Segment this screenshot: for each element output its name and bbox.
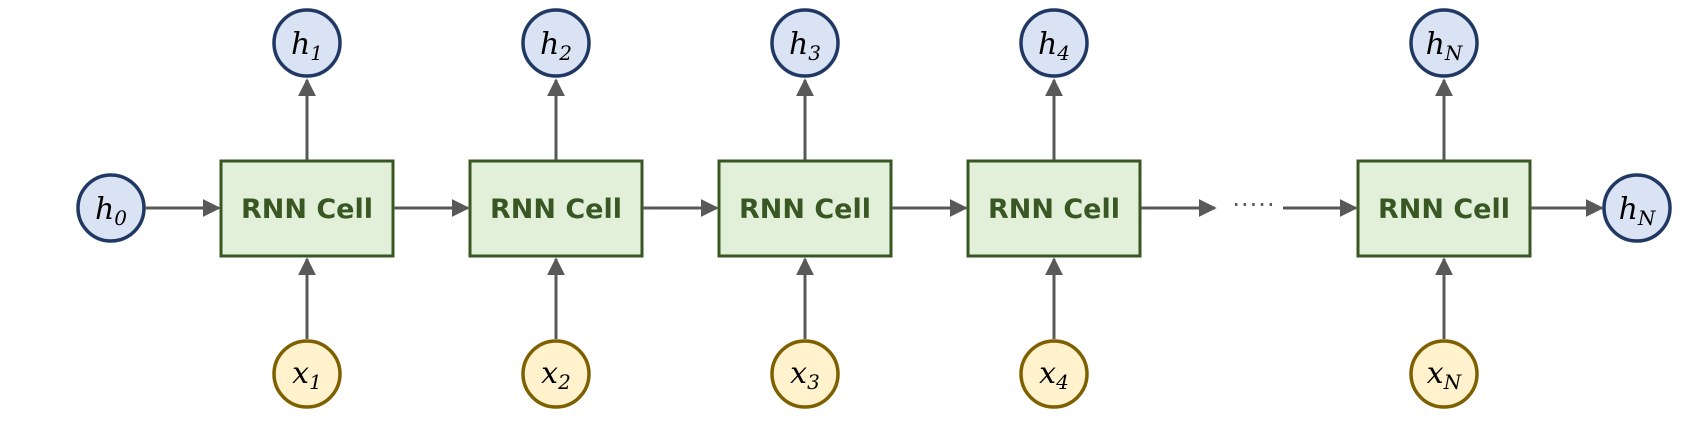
input-node-n [1409,339,1479,409]
input-node-1 [272,339,342,409]
input-node-3-symbol: x [790,356,807,391]
input-node-4-symbol: x [1039,356,1056,391]
hidden-node-2 [521,8,591,78]
rnn-cell-3 [717,159,893,258]
final-state-symbol: h [1619,192,1638,227]
initial-state-node: h0 [76,173,146,243]
hidden-node-1 [272,8,342,78]
hidden-node-2-subscript: 2 [558,41,572,65]
rnn-cell-1-label: RNN Cell [241,194,373,225]
final-state-subscript: N [1637,206,1657,230]
hidden-node-4 [1019,8,1089,78]
rnn-cell-4-label: RNN Cell [988,194,1120,225]
svg-text:xN: xN [1427,356,1463,394]
svg-text:h4: h4 [1038,27,1070,65]
initial-state-symbol: h [95,192,114,227]
hidden-node-1-symbol: h [291,27,310,62]
svg-text:h2: h2 [540,27,572,65]
hidden-node-3-subscript: 3 [808,41,821,65]
svg-text:h1: h1 [291,27,323,65]
timestep-2: RNN Cell h2 x2 [468,8,644,409]
svg-text:x3: x3 [790,356,820,394]
svg-text:h3: h3 [789,27,821,65]
svg-text:x1: x1 [292,356,322,394]
hidden-node-n [1409,8,1479,78]
hidden-node-4-symbol: h [1038,27,1057,62]
rnn-cell-3-label: RNN Cell [739,194,871,225]
hidden-node-3-symbol: h [789,27,808,62]
hidden-node-n-symbol: h [1426,27,1445,62]
hidden-node-3 [770,8,840,78]
input-node-3 [770,339,840,409]
input-node-n-symbol: x [1427,356,1444,391]
input-node-2 [521,339,591,409]
rnn-cell-n [1356,159,1532,258]
timestep-n: RNN Cell hN xN [1356,8,1532,409]
initial-state-subscript: 0 [114,206,127,230]
input-node-1-subscript: 1 [309,370,322,394]
rnn-cell-2 [468,159,644,258]
hidden-node-2-symbol: h [540,27,559,62]
input-node-n-subscript: N [1443,370,1463,394]
input-node-1-symbol: x [292,356,309,391]
rnn-cell-2-label: RNN Cell [490,194,622,225]
rnn-cell-1 [219,159,395,258]
hidden-node-n-subscript: N [1444,41,1464,65]
hidden-node-1-subscript: 1 [310,41,323,65]
ellipsis: ····· [1232,191,1275,219]
rnn-cell-4 [966,159,1142,258]
input-node-4-subscript: 4 [1055,370,1069,394]
timestep-1: RNN Cell h1 x1 [219,8,395,409]
timestep-3: RNN Cell h3 x3 [717,8,893,409]
input-node-2-symbol: x [541,356,558,391]
timestep-4: RNN Cell h4 x4 [966,8,1142,409]
rnn-cell-n-label: RNN Cell [1378,194,1510,225]
hidden-node-4-subscript: 4 [1056,41,1070,65]
svg-text:hN: hN [1619,192,1657,230]
svg-text:h0: h0 [95,192,127,230]
input-node-3-subscript: 3 [807,370,820,394]
svg-text:x2: x2 [541,356,571,394]
final-state-node: hN [1602,173,1672,243]
svg-text:x4: x4 [1039,356,1069,394]
input-node-2-subscript: 2 [557,370,571,394]
svg-text:hN: hN [1426,27,1464,65]
input-node-4 [1019,339,1089,409]
